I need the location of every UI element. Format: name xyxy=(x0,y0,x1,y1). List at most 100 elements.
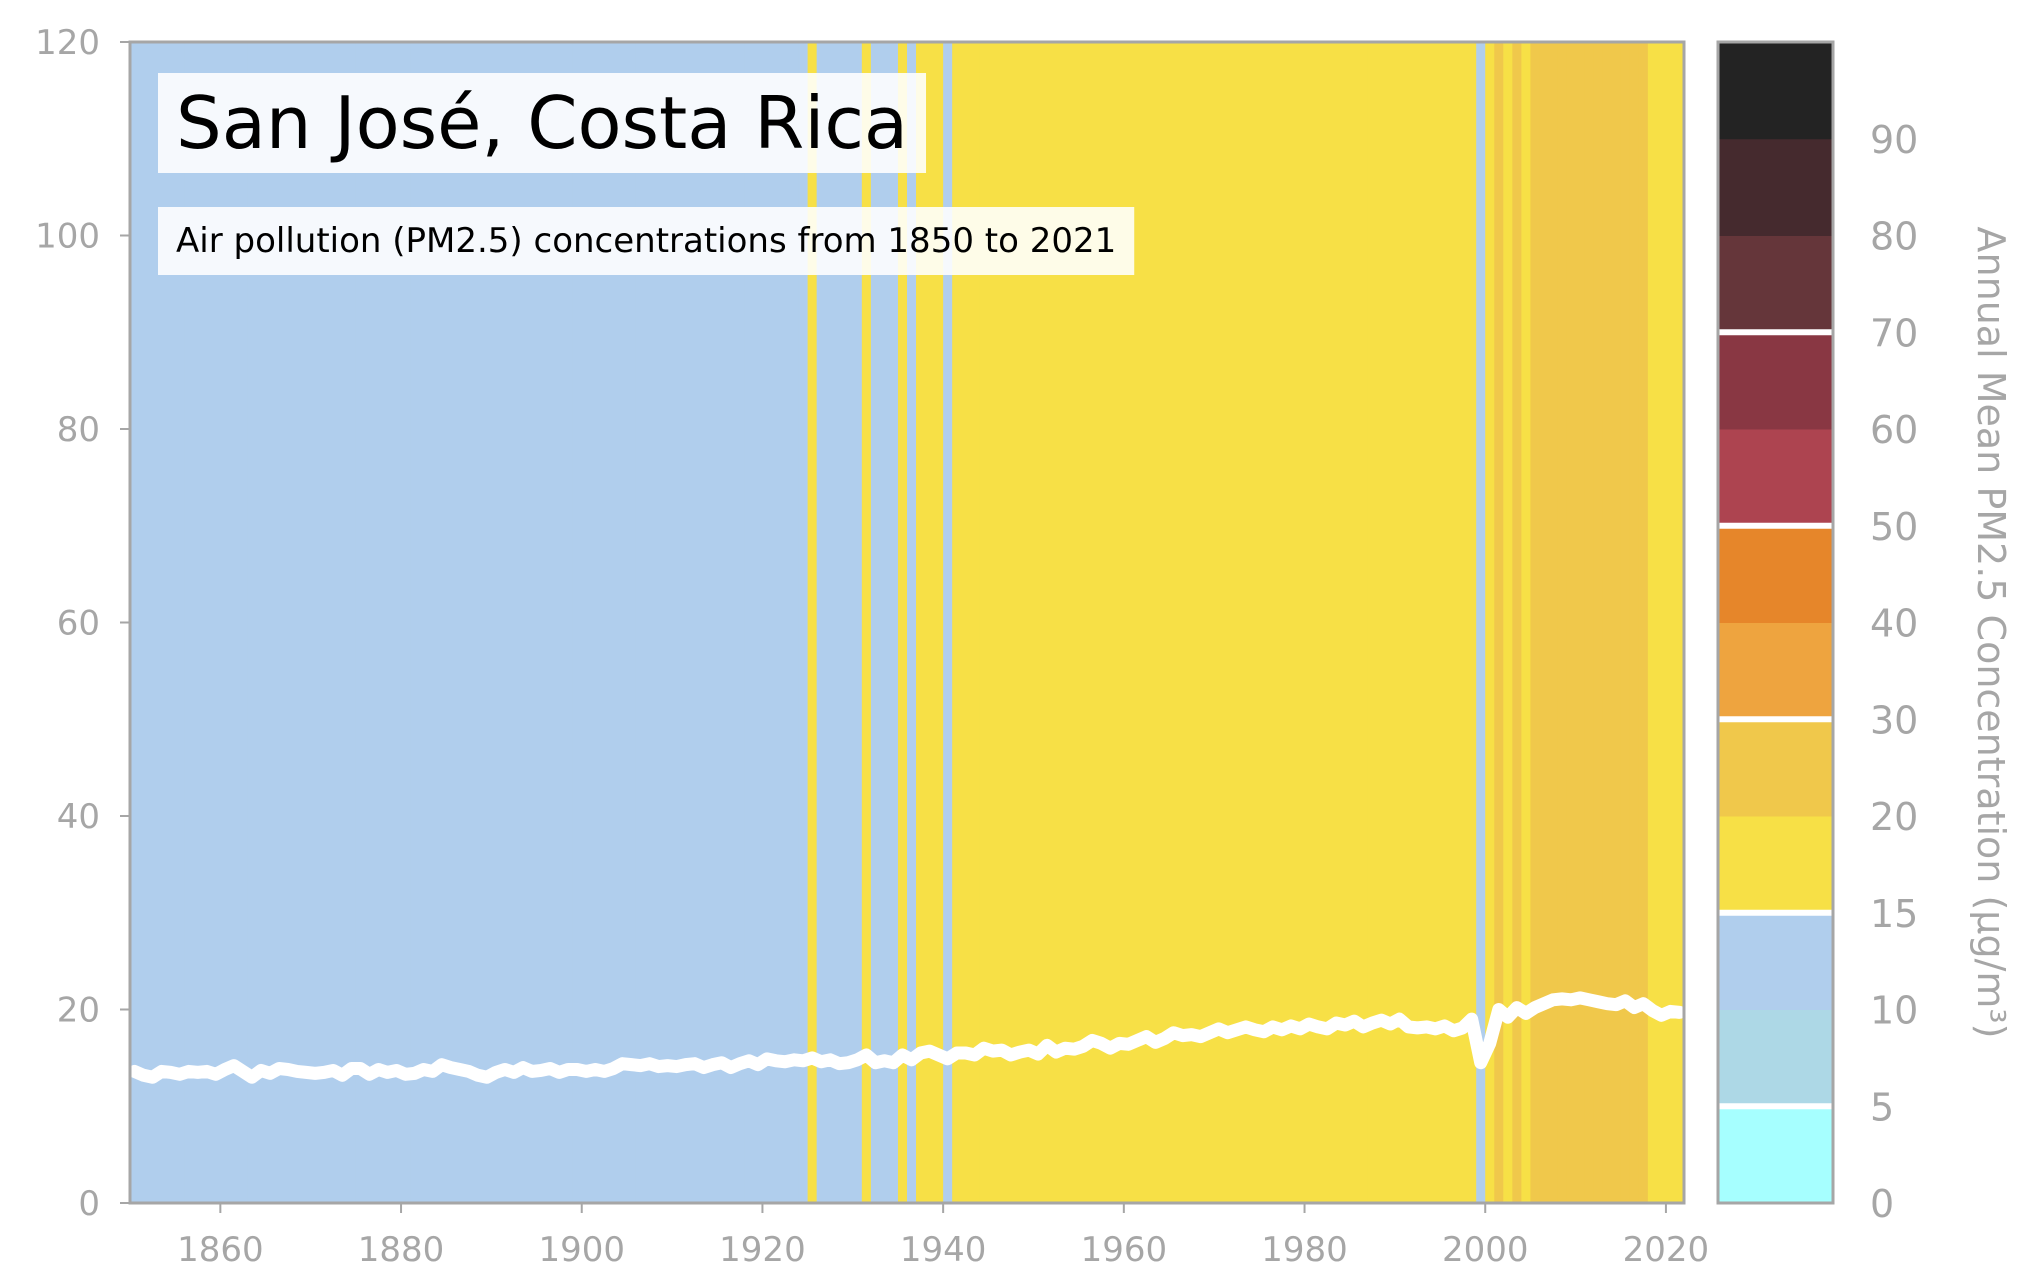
colorbar-tick-label: 50 xyxy=(1870,505,1918,549)
stripe-1999 xyxy=(1476,42,1486,1203)
stripe-1927 xyxy=(825,42,836,1203)
stripe-2016 xyxy=(1629,42,1640,1203)
stripe-2017 xyxy=(1638,42,1649,1203)
colorbar-tick-label: 60 xyxy=(1870,408,1918,452)
stripe-1981 xyxy=(1313,42,1324,1203)
stripe-1914 xyxy=(708,42,718,1203)
title-background xyxy=(158,73,927,173)
pm25-line xyxy=(128,991,1686,1084)
stripe-1913 xyxy=(699,42,709,1203)
y-axis: 0 20 40 60 80 100 120 xyxy=(35,23,130,1224)
subtitle-background xyxy=(158,207,1135,275)
colorbar-bin xyxy=(1718,138,1833,236)
colorbar-tick-label: 70 xyxy=(1870,311,1918,355)
stripe-2010 xyxy=(1575,42,1586,1203)
stripe-1943 xyxy=(970,42,980,1203)
stripe-1935 xyxy=(897,42,908,1203)
stripe-2002 xyxy=(1503,42,1513,1203)
colorbar-tick-label: 5 xyxy=(1870,1085,1894,1129)
stripe-1863 xyxy=(247,42,258,1203)
stripe-1951 xyxy=(1042,42,1053,1203)
stripe-1894 xyxy=(527,42,538,1203)
stripe-1870 xyxy=(310,42,321,1203)
stripe-1867 xyxy=(283,42,294,1203)
stripe-1991 xyxy=(1403,42,1414,1203)
stripe-1942 xyxy=(961,42,971,1203)
stripe-1856 xyxy=(184,42,194,1203)
stripe-1854 xyxy=(166,42,176,1203)
stripe-1964 xyxy=(1159,42,1170,1203)
stripe-1890 xyxy=(491,42,502,1203)
colorbar-ticks: 0 5 10 15 20 30 40 50 60 70 80 90 xyxy=(1870,118,1918,1226)
stripe-1967 xyxy=(1187,42,1197,1203)
stripe-1934 xyxy=(888,42,899,1203)
stripe-1958 xyxy=(1105,42,1116,1203)
stripe-1901 xyxy=(590,42,601,1203)
stripe-1954 xyxy=(1069,42,1080,1203)
x-tick-label: 1980 xyxy=(1261,1230,1348,1270)
stripe-1968 xyxy=(1196,42,1206,1203)
colorbar-bin xyxy=(1718,332,1833,430)
stripe-1858 xyxy=(202,42,212,1203)
colorbar-tick-label: 30 xyxy=(1870,698,1918,742)
colorbar-bin xyxy=(1718,525,1833,623)
stripe-1974 xyxy=(1250,42,1260,1203)
colorbar-tick-label: 10 xyxy=(1870,989,1918,1033)
stripe-1889 xyxy=(482,42,492,1203)
stripe-1959 xyxy=(1114,42,1125,1203)
stripe-1912 xyxy=(690,42,700,1203)
stripe-1868 xyxy=(292,42,303,1203)
stripe-1860 xyxy=(220,42,230,1203)
stripe-1900 xyxy=(581,42,592,1203)
stripe-2020 xyxy=(1665,42,1676,1203)
stripe-1861 xyxy=(229,42,240,1203)
colorbar-bin xyxy=(1718,235,1833,333)
stripe-1857 xyxy=(193,42,203,1203)
y-tick-label: 60 xyxy=(57,604,100,644)
stripe-1972 xyxy=(1232,42,1242,1203)
colorbar-label: Annual Mean PM2.5 Concentration (μg/m³) xyxy=(1969,227,2013,1039)
stripe-1905 xyxy=(626,42,637,1203)
x-axis: 1860 1880 1900 1920 1940 1960 1980 2000 2020 xyxy=(177,1203,1709,1270)
colorbar-bin xyxy=(1718,1106,1833,1204)
stripe-1852 xyxy=(148,42,158,1203)
stripe-1916 xyxy=(726,42,736,1203)
stripe-1961 xyxy=(1132,42,1143,1203)
stripe-1990 xyxy=(1394,42,1405,1203)
stripe-1855 xyxy=(175,42,185,1203)
stripe-1996 xyxy=(1449,42,1459,1203)
stripe-1956 xyxy=(1087,42,1098,1203)
colorbar-bin xyxy=(1718,622,1833,720)
stripe-2012 xyxy=(1593,42,1604,1203)
colorbar-tick-label: 15 xyxy=(1870,892,1918,936)
stripe-1909 xyxy=(663,42,673,1203)
stripe-1902 xyxy=(599,42,610,1203)
stripe-1987 xyxy=(1367,42,1378,1203)
colorbar-tick-label: 0 xyxy=(1870,1182,1894,1226)
x-tick-label: 1900 xyxy=(538,1230,625,1270)
stripe-1970 xyxy=(1214,42,1224,1203)
stripe-1953 xyxy=(1060,42,1071,1203)
stripe-1950 xyxy=(1033,42,1044,1203)
stripe-2018 xyxy=(1647,42,1658,1203)
stripe-1884 xyxy=(437,42,447,1203)
stripe-1895 xyxy=(536,42,547,1203)
stripe-1873 xyxy=(337,42,348,1203)
stripe-1919 xyxy=(753,42,764,1203)
stripe-1929 xyxy=(843,42,854,1203)
y-tick-label: 100 xyxy=(35,217,100,257)
stripe-1928 xyxy=(834,42,845,1203)
stripe-2011 xyxy=(1584,42,1595,1203)
stripe-1903 xyxy=(608,42,619,1203)
stripe-1918 xyxy=(744,42,754,1203)
stripe-1923 xyxy=(789,42,800,1203)
stripe-1976 xyxy=(1268,42,1279,1203)
stripe-1930 xyxy=(852,42,863,1203)
stripe-1910 xyxy=(672,42,682,1203)
stripe-1908 xyxy=(654,42,664,1203)
stripe-1887 xyxy=(464,42,474,1203)
stripe-1995 xyxy=(1440,42,1450,1203)
colorbar-bin xyxy=(1718,912,1833,1010)
